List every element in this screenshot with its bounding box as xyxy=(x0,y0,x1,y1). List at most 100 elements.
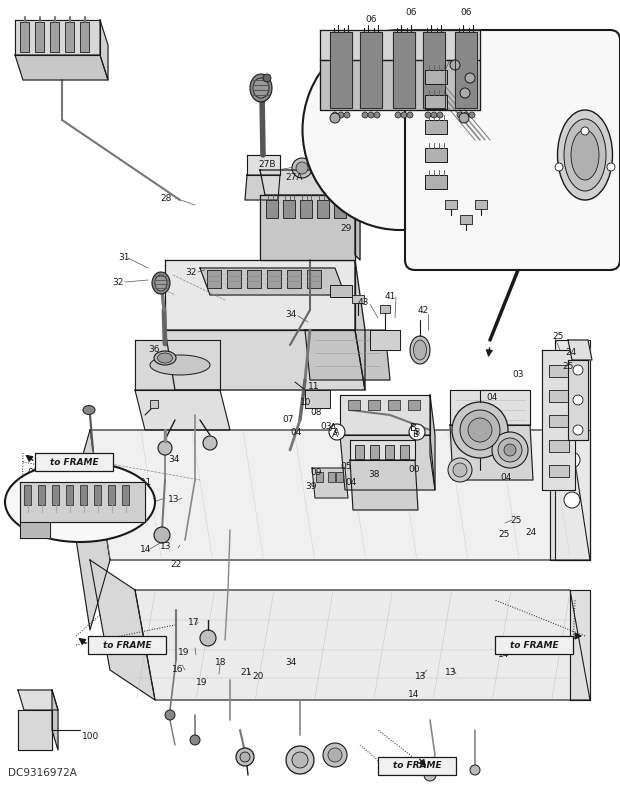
Circle shape xyxy=(200,630,216,646)
Bar xyxy=(425,175,447,189)
Circle shape xyxy=(190,735,200,745)
Bar xyxy=(307,270,321,288)
Bar xyxy=(283,200,295,218)
Text: 00F: 00F xyxy=(23,494,40,503)
Text: 07: 07 xyxy=(430,118,441,127)
Ellipse shape xyxy=(5,462,155,542)
Circle shape xyxy=(332,112,338,118)
Text: 07: 07 xyxy=(455,35,466,44)
Circle shape xyxy=(460,410,500,450)
Bar xyxy=(300,200,312,218)
Circle shape xyxy=(457,112,463,118)
Circle shape xyxy=(573,425,583,435)
Polygon shape xyxy=(18,710,52,750)
Text: 00B,00C: 00B,00C xyxy=(27,468,65,477)
Text: 42: 42 xyxy=(418,306,429,315)
Circle shape xyxy=(448,458,472,482)
Bar xyxy=(66,485,73,505)
Text: 00I: 00I xyxy=(440,50,454,59)
Bar xyxy=(460,215,472,224)
Circle shape xyxy=(292,158,312,178)
Text: 00H: 00H xyxy=(428,162,446,171)
Polygon shape xyxy=(370,330,400,350)
Bar xyxy=(108,485,115,505)
Text: DC9316972A: DC9316972A xyxy=(8,768,77,778)
Bar xyxy=(378,757,456,775)
Bar xyxy=(400,445,409,459)
Polygon shape xyxy=(570,590,590,700)
Polygon shape xyxy=(568,340,592,360)
Text: 13: 13 xyxy=(415,672,427,681)
Circle shape xyxy=(329,424,345,440)
Text: 00E: 00E xyxy=(75,494,92,503)
Bar xyxy=(495,636,573,654)
Bar xyxy=(207,270,221,288)
Ellipse shape xyxy=(83,406,95,414)
Bar xyxy=(88,636,166,654)
Text: 28: 28 xyxy=(160,194,171,203)
Circle shape xyxy=(338,112,344,118)
Bar xyxy=(330,285,352,297)
Polygon shape xyxy=(165,330,365,390)
Text: 01: 01 xyxy=(425,148,436,157)
Bar xyxy=(368,400,380,410)
Bar xyxy=(475,200,487,209)
Polygon shape xyxy=(52,690,58,750)
Text: 27A: 27A xyxy=(285,173,303,182)
Ellipse shape xyxy=(253,78,269,98)
Text: 32: 32 xyxy=(185,268,197,277)
Circle shape xyxy=(564,452,580,468)
Bar xyxy=(425,70,447,84)
Bar xyxy=(317,200,329,218)
Bar xyxy=(35,22,44,52)
Text: A: A xyxy=(332,430,338,439)
Polygon shape xyxy=(200,268,345,295)
Text: 39: 39 xyxy=(305,482,316,491)
Polygon shape xyxy=(330,32,352,108)
Text: 16: 16 xyxy=(172,665,184,674)
Text: B: B xyxy=(410,423,417,433)
Polygon shape xyxy=(90,560,155,700)
Circle shape xyxy=(368,112,374,118)
Text: 31: 31 xyxy=(118,253,130,262)
Polygon shape xyxy=(15,55,108,80)
Polygon shape xyxy=(340,435,435,490)
Circle shape xyxy=(607,163,615,171)
Polygon shape xyxy=(305,330,390,380)
Text: 14: 14 xyxy=(498,650,510,659)
Ellipse shape xyxy=(157,353,172,363)
Text: 14: 14 xyxy=(140,545,151,554)
Text: 18: 18 xyxy=(215,658,226,667)
Text: 29: 29 xyxy=(340,224,352,233)
Bar xyxy=(549,465,569,477)
Bar xyxy=(336,472,343,482)
Polygon shape xyxy=(423,32,445,108)
Polygon shape xyxy=(450,390,530,425)
Bar xyxy=(445,200,457,209)
Text: 25: 25 xyxy=(510,516,521,525)
Polygon shape xyxy=(135,590,590,700)
Text: 100: 100 xyxy=(82,732,99,741)
Circle shape xyxy=(465,73,475,83)
Circle shape xyxy=(203,436,217,450)
Text: 03: 03 xyxy=(320,422,332,431)
Ellipse shape xyxy=(152,272,170,294)
Bar xyxy=(425,95,447,109)
Circle shape xyxy=(470,765,480,775)
Polygon shape xyxy=(350,440,415,460)
Text: 02: 02 xyxy=(477,50,489,59)
Text: 11: 11 xyxy=(308,382,319,391)
Text: 20: 20 xyxy=(252,672,264,681)
Text: 06: 06 xyxy=(460,8,471,17)
Text: 17: 17 xyxy=(188,618,200,627)
Text: 14: 14 xyxy=(408,690,419,699)
Text: 38: 38 xyxy=(368,470,379,479)
Polygon shape xyxy=(450,425,533,480)
Bar xyxy=(24,485,31,505)
Text: 01: 01 xyxy=(485,73,497,82)
Circle shape xyxy=(236,748,254,766)
Circle shape xyxy=(240,752,250,762)
Circle shape xyxy=(564,372,580,388)
Text: 07: 07 xyxy=(282,415,293,424)
Bar xyxy=(316,472,323,482)
